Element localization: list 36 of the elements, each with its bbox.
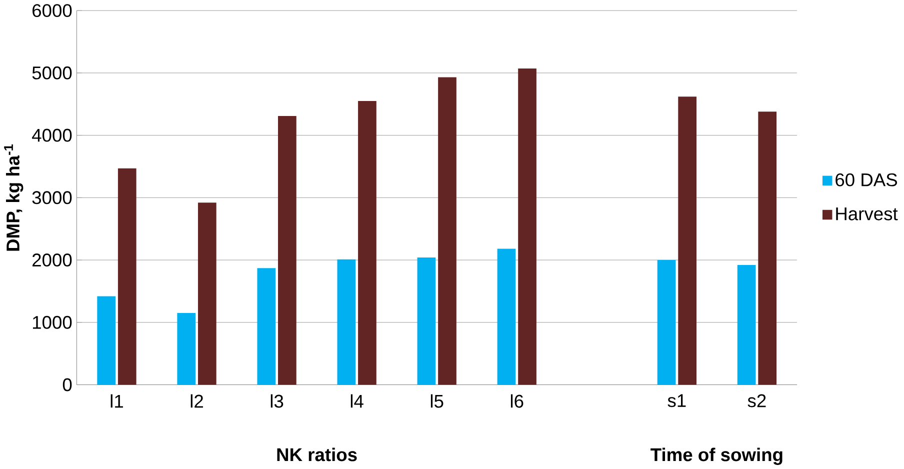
x-tick-label: l2 (190, 394, 203, 408)
bar (177, 313, 196, 385)
bar (337, 259, 356, 385)
x-tick-label: s2 (748, 394, 766, 408)
y-tick-label: 5000 (32, 66, 72, 80)
x-tick-label: l6 (510, 394, 524, 408)
bar (497, 248, 516, 385)
bar (118, 168, 136, 385)
text: Time of sowing (650, 448, 782, 465)
bar (358, 100, 376, 385)
bar (198, 202, 216, 385)
bar (758, 112, 777, 385)
y-tick-label: 4000 (32, 128, 72, 142)
x-tick-label: l3 (270, 394, 284, 408)
y-tick-label: 3000 (32, 191, 72, 204)
bar (438, 77, 456, 385)
bar (257, 268, 276, 385)
bar (657, 260, 676, 385)
y-axis-title: DMP, kg ha$^{-1}$ (4, 144, 24, 251)
legend-label: Harvest (836, 208, 898, 220)
y-tick-label: 6000 (32, 4, 72, 18)
bar (518, 68, 536, 385)
y-tick-label: 2000 (32, 254, 72, 267)
bar (678, 96, 696, 385)
x-tick-label: l1 (110, 394, 123, 408)
legend-label: 60 DAS (836, 173, 898, 186)
x-tick-label: l5 (430, 394, 444, 408)
bar (417, 258, 436, 385)
x-tick-label: l4 (350, 394, 364, 408)
bar (278, 116, 296, 385)
bar (97, 296, 116, 385)
bar (737, 265, 756, 385)
x-tick-label: s1 (668, 394, 686, 408)
y-tick-label: 0 (62, 378, 72, 392)
y-tick-label: 1000 (32, 316, 72, 329)
text: NK ratios (277, 448, 357, 462)
